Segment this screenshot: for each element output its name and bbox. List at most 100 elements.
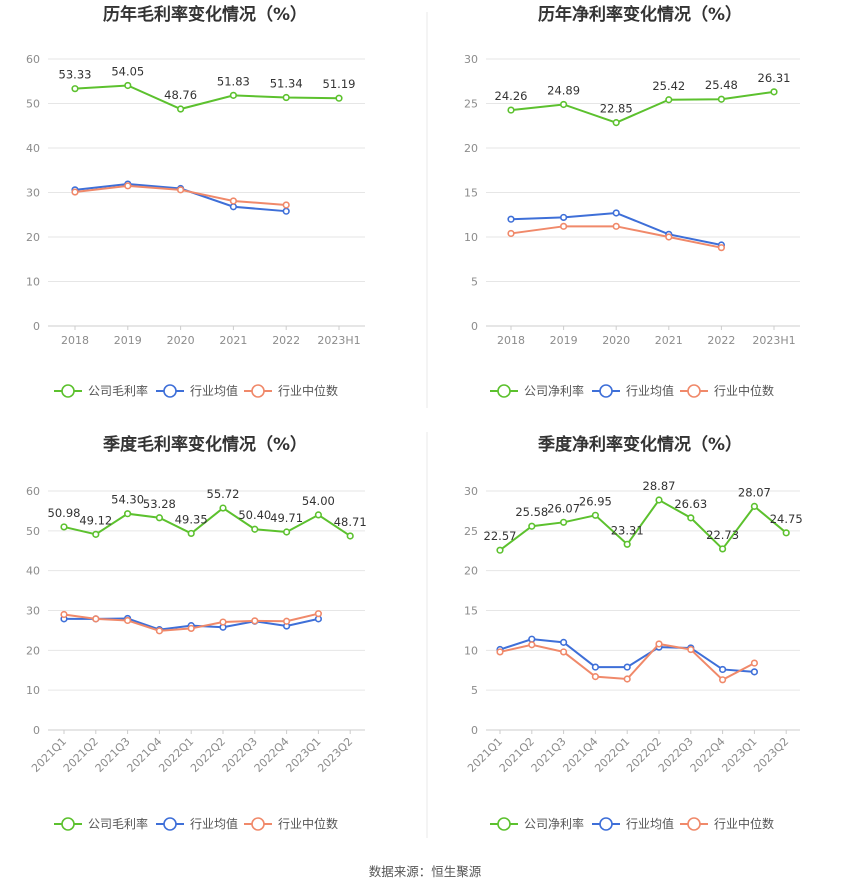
series-line-median — [499, 642, 755, 682]
y-tick-label: 0 — [471, 724, 478, 737]
series-line-company — [63, 506, 351, 537]
chart-title: 季度净利率变化情况（%） — [538, 434, 742, 455]
data-point-company — [559, 100, 568, 109]
legend-label: 行业均值 — [626, 383, 674, 398]
legend-item-median: 行业中位数 — [244, 383, 338, 398]
data-label: 55.72 — [207, 487, 240, 501]
data-point-median — [251, 617, 259, 625]
x-tick-label: 2018 — [497, 334, 525, 347]
data-point-median — [591, 673, 600, 681]
data-point-avg — [718, 665, 727, 674]
chart-panel: 季度净利率变化情况（%）0510152025302021Q12021Q22021… — [464, 434, 803, 831]
data-label: 51.83 — [217, 74, 250, 88]
legend-item-avg: 行业均值 — [156, 816, 238, 831]
data-point-avg — [229, 203, 237, 211]
x-tick-label: 2023Q2 — [315, 735, 355, 775]
y-tick-label: 0 — [33, 724, 40, 737]
x-tick-label: 2021 — [219, 334, 247, 347]
data-point-company — [717, 95, 726, 103]
x-tick-label: 2021 — [655, 334, 683, 347]
data-point-company — [123, 510, 132, 518]
series-line-company — [510, 90, 775, 124]
data-point-median — [750, 659, 759, 667]
legend-marker — [599, 817, 613, 831]
legend-marker — [497, 384, 511, 398]
legend-marker — [251, 817, 265, 831]
series-line-company — [74, 84, 340, 111]
data-label: 54.05 — [111, 64, 144, 78]
legend-marker — [497, 817, 511, 831]
data-point-company — [559, 518, 568, 526]
data-point-company — [612, 119, 620, 127]
data-point-company — [655, 496, 663, 504]
y-tick-label: 50 — [26, 525, 40, 538]
y-tick-label: 60 — [26, 53, 40, 66]
data-point-median — [559, 222, 568, 230]
data-label: 22.73 — [706, 528, 739, 542]
data-label: 51.34 — [270, 77, 303, 91]
data-point-company — [71, 85, 79, 93]
data-point-median — [623, 675, 631, 683]
data-point-median — [507, 229, 515, 238]
data-point-avg — [282, 207, 290, 215]
y-tick-label: 30 — [464, 53, 478, 66]
data-label: 53.28 — [143, 497, 176, 511]
x-tick-label: 2022 — [272, 334, 300, 347]
y-tick-label: 5 — [471, 684, 478, 697]
data-point-company — [718, 545, 727, 553]
legend-marker — [687, 817, 701, 831]
series-line-company — [499, 498, 787, 551]
data-label: 26.07 — [547, 501, 580, 515]
data-label: 25.58 — [515, 505, 548, 519]
legend-label: 行业中位数 — [714, 383, 774, 398]
chart-title: 历年毛利率变化情况（%） — [103, 4, 307, 25]
data-point-company — [177, 105, 185, 113]
y-tick-label: 30 — [26, 605, 40, 618]
data-point-avg — [612, 209, 620, 217]
x-tick-label: 2023H1 — [752, 334, 795, 347]
data-label: 28.07 — [738, 485, 771, 499]
data-point-company — [92, 530, 100, 538]
legend-item-company: 公司毛利率 — [54, 383, 148, 398]
legend-label: 行业中位数 — [278, 816, 338, 831]
data-point-median — [717, 244, 726, 252]
y-tick-label: 10 — [464, 231, 478, 244]
data-point-company — [283, 528, 291, 536]
data-label: 50.98 — [48, 506, 81, 520]
legend-item-avg: 行业均值 — [592, 383, 674, 398]
data-point-avg — [528, 635, 536, 643]
data-label: 49.35 — [175, 512, 208, 526]
data-point-company — [591, 511, 600, 519]
y-tick-label: 50 — [26, 98, 40, 111]
y-tick-label: 20 — [26, 644, 40, 657]
legend-item-avg: 行业均值 — [592, 816, 674, 831]
data-label: 23.31 — [611, 523, 644, 537]
legend-item-median: 行业中位数 — [680, 383, 774, 398]
data-point-median — [60, 610, 68, 619]
legend-item-company: 公司净利率 — [490, 383, 584, 398]
legend-item-avg: 行业均值 — [156, 383, 238, 398]
data-point-company — [782, 529, 790, 537]
data-point-company — [335, 94, 343, 102]
y-tick-label: 40 — [26, 565, 40, 578]
data-label: 26.31 — [758, 71, 791, 85]
y-tick-label: 5 — [471, 276, 478, 289]
x-tick-label: 2020 — [167, 334, 195, 347]
y-tick-label: 25 — [464, 98, 478, 111]
data-point-company — [346, 532, 354, 540]
chart-title: 季度毛利率变化情况（%） — [103, 434, 307, 455]
data-point-company — [770, 88, 778, 96]
data-label: 54.00 — [302, 494, 335, 508]
y-tick-label: 30 — [26, 187, 40, 200]
data-label: 26.95 — [579, 494, 612, 508]
legend-label: 公司毛利率 — [88, 383, 148, 398]
x-tick-label: 2020 — [602, 334, 630, 347]
y-tick-label: 30 — [464, 485, 478, 498]
y-tick-label: 20 — [464, 565, 478, 578]
data-point-median — [687, 645, 695, 654]
x-tick-label: 2019 — [114, 334, 142, 347]
legend-marker — [61, 384, 75, 398]
data-label: 49.71 — [270, 511, 303, 525]
y-tick-label: 25 — [464, 525, 478, 538]
